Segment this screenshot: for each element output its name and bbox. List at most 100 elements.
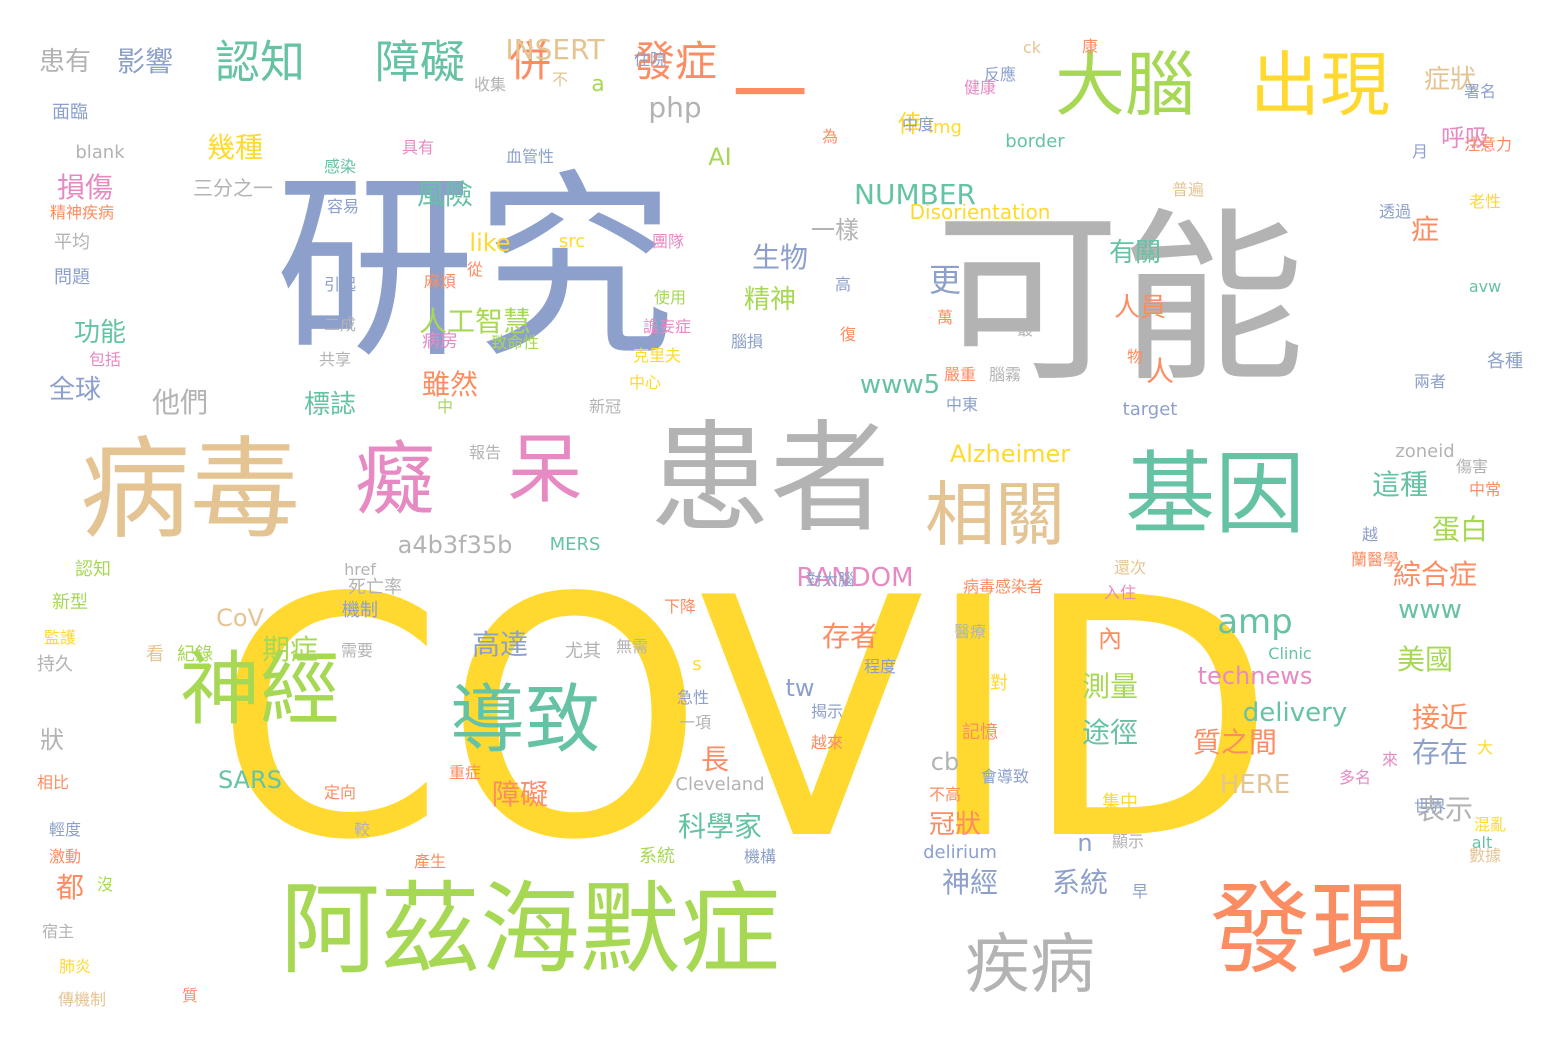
cloud-word: a (591, 72, 605, 97)
cloud-word: 宿主 (41, 922, 75, 941)
cloud-word: AI (708, 143, 732, 171)
cloud-word: 傳機制 (57, 990, 107, 1009)
cloud-word: 全球 (48, 375, 102, 405)
cloud-word: 阿茲海默症 (280, 871, 780, 988)
cloud-word: 一 (732, 50, 808, 139)
cloud-word: 中常 (1468, 480, 1502, 499)
cloud-word: 存者 (821, 620, 879, 653)
cloud-word: 引起 (323, 275, 357, 294)
cloud-word: 程度 (863, 657, 897, 676)
cloud-word: 揭示 (810, 702, 844, 721)
cloud-word: 月 (1411, 142, 1429, 161)
cloud-word: 呆 (507, 425, 583, 514)
cloud-word: 長 (700, 743, 730, 776)
cloud-word: 人工智慧 (418, 305, 532, 338)
cloud-word: 大 (1476, 738, 1494, 757)
cloud-word: a4b3f35b (397, 531, 513, 559)
cloud-word: 來 (1381, 750, 1399, 769)
cloud-word: 共享 (318, 350, 352, 369)
cloud-word: 風險 (416, 178, 474, 211)
cloud-word: 功能 (73, 318, 127, 348)
cloud-word: 不高 (928, 785, 962, 804)
cloud-word: avw (1468, 277, 1502, 296)
cloud-word: 機構 (743, 847, 777, 866)
cloud-word: 定向 (323, 783, 357, 802)
cloud-word: 病毒 (80, 426, 300, 554)
cloud-word: 激動 (48, 847, 82, 866)
cloud-word: 中度 (901, 115, 935, 134)
cloud-word: 一項 (678, 713, 712, 732)
cloud-word: 急性 (676, 688, 710, 707)
cloud-word: www (1398, 595, 1462, 625)
cloud-word: 監護 (43, 628, 77, 647)
cloud-word: 多名 (1338, 768, 1372, 787)
cloud-word: 普遍 (1171, 180, 1205, 199)
cloud-word: SARS (217, 766, 283, 794)
cloud-word: MERS (549, 534, 601, 555)
cloud-word: 影響 (116, 45, 174, 78)
cloud-word: 團隊 (651, 232, 685, 251)
cloud-word: 使用 (653, 288, 687, 307)
cloud-word: 致命性 (490, 333, 540, 352)
cloud-word: 二成 (323, 315, 357, 334)
cloud-word: 可能 (935, 191, 1305, 408)
cloud-word: 患有 (38, 47, 92, 77)
cloud-word: 越 (1361, 525, 1379, 544)
cloud-word: 認知 (214, 35, 306, 89)
cloud-word: 記憶 (962, 722, 998, 743)
cloud-word: 有關 (1108, 238, 1162, 268)
cloud-word: 中心 (628, 373, 662, 392)
cloud-word: 不 (551, 70, 569, 89)
cloud-word: 症 (1410, 213, 1440, 246)
cloud-word: 障礙 (374, 35, 466, 89)
cloud-word: 發症 (632, 37, 718, 86)
cloud-word: like (469, 229, 511, 257)
cloud-word: 更 (928, 261, 962, 299)
cloud-word: 研究 (274, 153, 676, 386)
cloud-word: 這種 (1371, 468, 1429, 501)
cloud-word: 一樣 (811, 216, 859, 244)
cloud-word: 沒 (96, 875, 114, 894)
cloud-word: 出現 (1250, 44, 1390, 126)
cloud-word: Clinic (1268, 644, 1312, 663)
cloud-word: src (558, 231, 586, 252)
cloud-word: href (344, 560, 376, 579)
cloud-word: 內 (1098, 625, 1122, 653)
cloud-word: 精神 (743, 285, 797, 315)
cloud-word: delivery (1242, 698, 1348, 728)
cloud-word: 標誌 (303, 390, 357, 420)
cloud-word: 各種 (1487, 351, 1523, 372)
cloud-word: cb (930, 748, 960, 776)
cloud-word: 數據 (1468, 846, 1502, 865)
cloud-word: 還次 (1113, 558, 1147, 577)
cloud-word: 報告 (468, 443, 502, 462)
cloud-word: 呼吸 (1441, 124, 1489, 152)
cloud-word: 發現 (1210, 871, 1410, 988)
cloud-word: 問題 (54, 267, 90, 288)
cloud-word: 下降 (663, 597, 697, 616)
cloud-word: 最 (1016, 320, 1034, 339)
cloud-word: 病房 (422, 331, 458, 352)
cloud-word: 會導致 (980, 767, 1030, 786)
cloud-word: 質之間 (1192, 726, 1278, 759)
cloud-word: 途徑 (1081, 716, 1139, 749)
cloud-word: 高達 (471, 628, 529, 661)
cloud-word: 血管性 (505, 147, 555, 166)
cloud-word: php (648, 91, 702, 124)
cloud-word: 科學家 (677, 810, 763, 843)
cloud-word: 早 (1131, 882, 1149, 901)
cloud-word: HERE (1219, 770, 1291, 800)
cloud-word: 包括 (88, 350, 122, 369)
cloud-word: ck (1022, 38, 1042, 57)
cloud-word: 倖 (898, 110, 922, 138)
cloud-word: 越來 (810, 733, 844, 752)
cloud-word: 期症 (261, 633, 319, 666)
cloud-word: 尤其 (565, 641, 601, 662)
cloud-word: 中東 (945, 395, 979, 414)
cloud-word: 三分之一 (193, 176, 273, 200)
cloud-word: Disorientation (909, 200, 1051, 224)
cloud-word: Alzheimer (949, 440, 1071, 468)
cloud-word: 蘭醫學 (1350, 550, 1400, 569)
cloud-word: NUMBER (854, 178, 976, 211)
